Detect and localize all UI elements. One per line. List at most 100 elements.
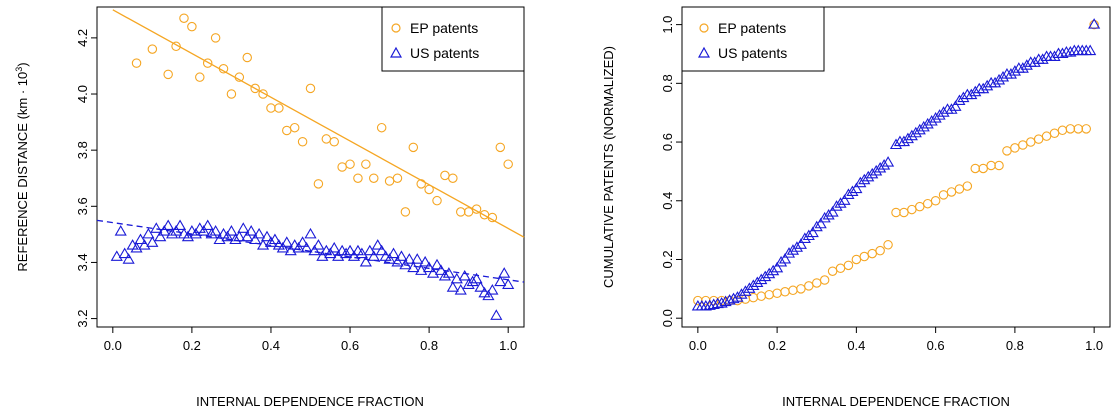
data-point	[715, 297, 728, 308]
data-point	[264, 236, 278, 247]
data-point	[1004, 68, 1018, 79]
x-axis-label: INTERNAL DEPENDENCE FRACTION	[782, 394, 1010, 409]
data-point	[1016, 62, 1029, 73]
data-point	[875, 245, 885, 256]
data-point	[954, 184, 965, 194]
data-point	[503, 159, 513, 169]
data-point	[289, 122, 300, 133]
data-point	[858, 173, 871, 185]
axes: 0.0 0.2 0.4 0.6 0.8 1.0 0.0 0.2 0.4 0.6 0.8 1.0	[660, 16, 1103, 353]
data-point	[1057, 125, 1068, 136]
data-point	[430, 258, 444, 270]
data-point	[767, 264, 780, 276]
data-point	[471, 204, 482, 214]
data-point	[735, 288, 748, 299]
data-point	[850, 182, 863, 194]
data-point	[376, 122, 387, 133]
data-point	[711, 297, 724, 309]
data-point	[780, 287, 790, 297]
data-point	[867, 248, 877, 259]
data-point	[400, 207, 411, 217]
data-point	[268, 233, 281, 245]
axes: 0.0 0.2 0.4 0.6 0.8 1.0 3.2 3.4 3.6 3.8 4.0 4.2	[75, 29, 517, 353]
data-point	[462, 278, 475, 289]
x-tick-label: 1.0	[1085, 338, 1103, 353]
data-point	[1020, 59, 1033, 70]
data-point	[399, 258, 412, 270]
y-axis-label-main: REFERENCE DISTANCE (km · 10	[15, 72, 30, 272]
y-tick-label: 0.4	[660, 192, 675, 210]
data-point	[938, 190, 949, 200]
x-tick-label: 0.2	[183, 338, 201, 353]
data-point	[241, 230, 254, 242]
data-point	[229, 233, 242, 245]
data-point	[466, 275, 479, 287]
data-point	[772, 288, 782, 298]
data-point	[470, 272, 483, 284]
data-point	[981, 79, 994, 91]
data-point	[946, 187, 957, 197]
data-point	[345, 159, 355, 169]
data-point	[909, 126, 922, 138]
data-point	[929, 112, 942, 123]
data-point	[454, 284, 467, 295]
data-points	[691, 18, 1101, 311]
data-point	[764, 289, 774, 300]
data-point	[759, 270, 772, 282]
fit-line	[96, 219, 525, 283]
data-point	[146, 236, 159, 247]
data-point	[195, 72, 205, 82]
data-point	[874, 161, 887, 173]
y-axis-label: REFERENCE DISTANCE (km · 103)	[14, 62, 30, 271]
y-tick-label: 0.0	[660, 309, 675, 327]
data-point	[312, 239, 325, 250]
y-tick-label: 3.4	[75, 253, 90, 271]
data-point	[996, 70, 1010, 82]
data-point	[917, 120, 930, 132]
data-point	[258, 89, 268, 99]
y-axis-label-close: )	[15, 62, 30, 66]
data-point	[949, 100, 962, 111]
data-point	[392, 173, 403, 183]
data-point	[922, 198, 933, 209]
legend-ep-label: EP patents	[718, 20, 786, 36]
data-point	[110, 250, 123, 261]
data-point	[755, 273, 768, 285]
data-point	[1033, 134, 1044, 144]
data-point	[992, 73, 1006, 85]
data-point	[280, 236, 293, 247]
data-point	[395, 250, 408, 261]
data-point	[933, 109, 946, 120]
data-point	[771, 261, 784, 273]
data-point	[763, 267, 776, 279]
data-point	[455, 207, 466, 217]
data-point	[1041, 131, 1052, 141]
data-point	[304, 227, 317, 239]
data-point	[213, 233, 226, 245]
y-tick-label: 3.6	[75, 197, 90, 215]
data-point	[1073, 124, 1084, 134]
data-point	[1002, 146, 1012, 156]
data-point	[442, 267, 455, 278]
data-point	[811, 278, 822, 288]
data-point	[391, 255, 404, 267]
data-point	[977, 82, 990, 94]
data-point	[970, 163, 981, 174]
y-tick-label: 4.0	[75, 85, 90, 103]
data-point	[361, 159, 371, 169]
legend-us-marker	[697, 46, 711, 58]
data-point	[440, 170, 450, 181]
data-point	[986, 160, 996, 171]
data-point	[432, 195, 442, 206]
data-point	[490, 309, 503, 320]
data-point	[930, 196, 941, 206]
data-point	[448, 173, 458, 183]
legend-box	[381, 6, 525, 72]
data-point	[138, 239, 151, 250]
data-point	[274, 103, 284, 113]
x-tick-label: 0.4	[847, 338, 865, 353]
plot-frame	[96, 6, 525, 328]
data-point	[901, 132, 914, 144]
data-point	[905, 129, 918, 141]
chart-reference-distance: 0.0 0.2 0.4 0.6 0.8 1.0 3.2 3.4 3.6 3.8 4.0 4.2 INT…	[14, 6, 525, 409]
